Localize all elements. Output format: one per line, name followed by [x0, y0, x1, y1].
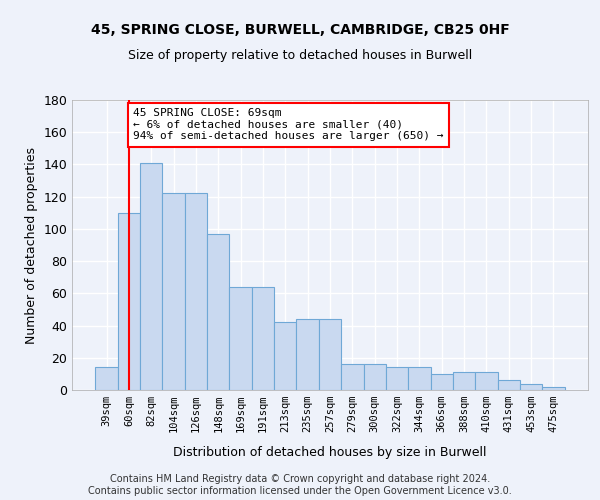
Text: 45 SPRING CLOSE: 69sqm
← 6% of detached houses are smaller (40)
94% of semi-deta: 45 SPRING CLOSE: 69sqm ← 6% of detached … [133, 108, 444, 142]
X-axis label: Distribution of detached houses by size in Burwell: Distribution of detached houses by size … [173, 446, 487, 459]
Bar [364, 364, 386, 390]
Text: Size of property relative to detached houses in Burwell: Size of property relative to detached ho… [128, 48, 472, 62]
Bar [229, 287, 252, 390]
Text: Contains HM Land Registry data © Crown copyright and database right 2024.
Contai: Contains HM Land Registry data © Crown c… [88, 474, 512, 496]
Bar [453, 372, 475, 390]
Bar [341, 364, 364, 390]
Bar [118, 213, 140, 390]
Y-axis label: Number of detached properties: Number of detached properties [25, 146, 38, 344]
Bar [408, 368, 431, 390]
Bar [497, 380, 520, 390]
Bar [296, 319, 319, 390]
Bar [475, 372, 497, 390]
Bar [163, 194, 185, 390]
Bar [252, 287, 274, 390]
Bar [542, 387, 565, 390]
Bar [140, 163, 163, 390]
Bar [431, 374, 453, 390]
Text: 45, SPRING CLOSE, BURWELL, CAMBRIDGE, CB25 0HF: 45, SPRING CLOSE, BURWELL, CAMBRIDGE, CB… [91, 23, 509, 37]
Bar [274, 322, 296, 390]
Bar [207, 234, 229, 390]
Bar [386, 368, 408, 390]
Bar [520, 384, 542, 390]
Bar [95, 368, 118, 390]
Bar [185, 194, 207, 390]
Bar [319, 319, 341, 390]
